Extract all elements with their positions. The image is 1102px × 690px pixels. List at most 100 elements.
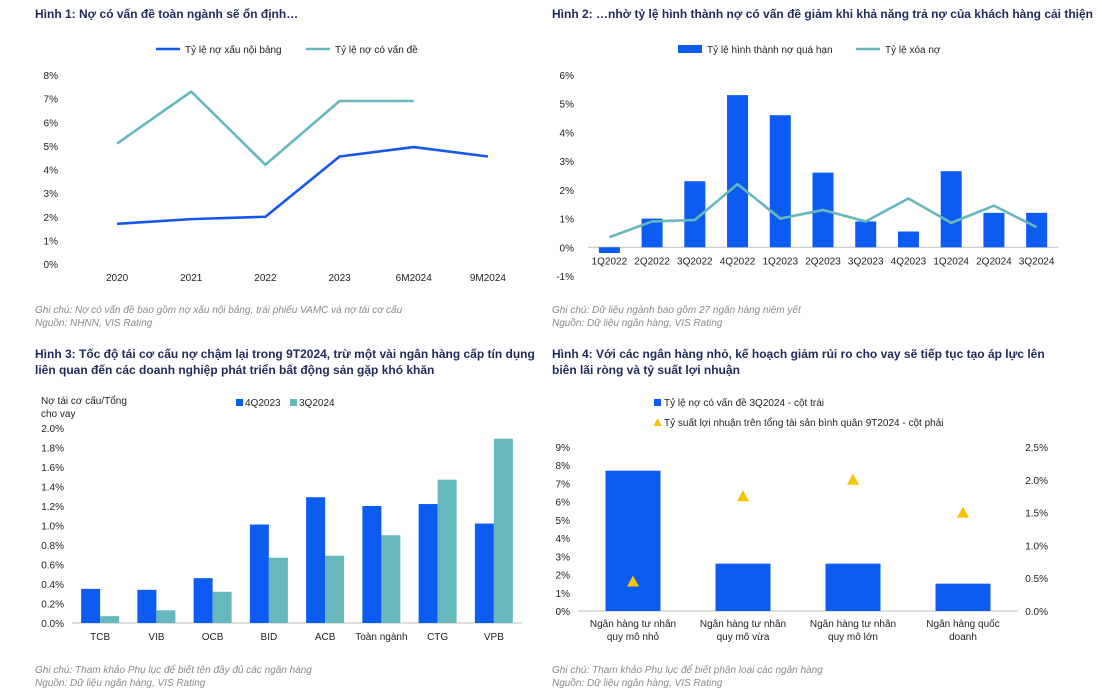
x-tick-label: quy mô lớn (828, 632, 878, 643)
bar-3Q2024 (325, 555, 345, 623)
figure-4-chart: 0% 1% 2% 3% 4% 5% 6% 7% 8% 9% 0.0% 0.5% 1.0% 1.5% 2.0%… (556, 397, 1049, 643)
bar-3Q2024 (100, 616, 120, 623)
y-left-tick-label: 3% (556, 552, 571, 563)
x-tick-label: 2Q2024 (976, 256, 1012, 267)
figure-1-chart: 0% 1% 2% 3% 4% 5% 6% 7% 8% 2020 2021 2022 2023 6M2024… (44, 44, 507, 284)
x-tick-label: 2023 (328, 273, 351, 284)
legend-swatch (653, 418, 662, 426)
bar-4Q2023 (474, 523, 494, 623)
x-tick-label: 3Q2023 (848, 256, 884, 267)
y-axis-label: cho vay (41, 409, 75, 420)
x-tick-label: 2020 (106, 273, 129, 284)
y-left-tick-label: 9% (556, 443, 571, 454)
y-left-tick-label: 8% (556, 461, 571, 472)
x-tick-label: 1Q2023 (762, 256, 798, 267)
y-tick-label: 1% (44, 236, 59, 247)
y-left-tick-label: 0% (556, 607, 571, 618)
y-left-tick-label: 5% (556, 516, 571, 527)
x-tick-label: VPB (484, 632, 504, 643)
x-tick-label: 3Q2024 (1019, 256, 1055, 267)
y-right-tick-label: 1.5% (1025, 509, 1048, 520)
x-tick-label: 9M2024 (470, 273, 507, 284)
bar (684, 181, 706, 248)
bar (769, 115, 791, 248)
bar (605, 470, 661, 611)
bar-4Q2023 (193, 578, 213, 623)
x-tick-label: 4Q2022 (720, 256, 756, 267)
bar-4Q2023 (81, 588, 101, 623)
y-tick-label: 3% (560, 157, 575, 168)
legend-label: Tỷ lệ nợ có vấn đề (335, 44, 418, 56)
marker-triangle (957, 506, 969, 518)
x-tick-label: Ngân hàng tư nhân (590, 619, 676, 630)
y-tick-label: 5% (560, 100, 575, 111)
bar (727, 95, 749, 248)
y-left-tick-label: 2% (556, 571, 571, 582)
bar-4Q2023 (249, 524, 269, 623)
bar-3Q2024 (381, 535, 401, 623)
bar (1026, 212, 1048, 248)
x-tick-label: 2022 (254, 273, 277, 284)
series-line-1 (117, 145, 489, 226)
figure-1-source: Nguồn: NHNN, VIS Rating (35, 318, 153, 329)
y-left-tick-label: 4% (556, 534, 571, 545)
y-tick-label: 0.0% (41, 619, 64, 630)
bar-3Q2024 (212, 591, 232, 623)
x-tick-label: Ngân hàng tư nhân (700, 619, 786, 630)
y-right-tick-label: 1.0% (1025, 541, 1048, 552)
legend-label: Tỷ lệ xóa nợ (885, 44, 941, 56)
legend-label: 4Q2023 (245, 398, 281, 409)
bar-3Q2024 (156, 610, 176, 623)
y-left-tick-label: 7% (556, 479, 571, 490)
y-tick-label: -1% (556, 272, 574, 283)
legend-label: Tỷ lệ hình thành nợ quá hạn (707, 44, 833, 56)
y-tick-label: 8% (44, 71, 59, 82)
bar-4Q2023 (362, 506, 382, 623)
marker-triangle (627, 575, 639, 587)
figure-3-note: Ghi chú: Tham khảo Phụ lục để biết tên đ… (35, 665, 312, 676)
x-tick-label: Toàn ngành (355, 632, 407, 643)
bar-3Q2024 (437, 479, 457, 623)
series-line (608, 182, 1038, 239)
bar (940, 171, 962, 248)
figure-3-title: Hình 3: Tốc độ tái cơ cấu nợ chậm lại tr… (35, 347, 535, 377)
y-tick-label: 5% (44, 142, 59, 153)
bar (715, 563, 771, 611)
figure-1-note: Ghi chú: Nợ có vấn đề bao gồm nợ xấu nội… (35, 305, 403, 316)
figure-3-chart: Nợ tái cơ cấu/Tổng cho vay 0.0% 0.2% 0.4% 0.6… (41, 395, 522, 643)
y-tick-label: 2.0% (41, 424, 64, 435)
x-tick-label: 2Q2023 (805, 256, 841, 267)
legend-label: Tỷ lệ nợ xấu nội bảng (185, 44, 282, 56)
y-tick-label: 1.8% (41, 444, 64, 455)
x-tick-label: 2Q2022 (634, 256, 670, 267)
legend-label: 3Q2024 (299, 398, 335, 409)
bar-4Q2023 (418, 504, 438, 623)
x-tick-label: 2021 (180, 273, 203, 284)
bar-4Q2023 (306, 497, 326, 623)
y-tick-label: 0.6% (41, 561, 64, 572)
x-tick-label: 4Q2023 (891, 256, 927, 267)
y-left-tick-label: 6% (556, 498, 571, 509)
figure-4-note: Ghi chú: Tham khảo Phụ lục để biết phân … (552, 665, 823, 676)
y-left-tick-label: 1% (556, 589, 571, 600)
y-tick-label: 6% (560, 71, 575, 82)
bar (825, 563, 881, 611)
y-tick-label: 1.2% (41, 502, 64, 513)
x-tick-label: Ngân hàng quốc (926, 618, 999, 630)
x-tick-label: Ngân hàng tư nhân (810, 619, 896, 630)
y-tick-label: 4% (44, 166, 59, 177)
figure-1-title: Hình 1: Nợ có vấn đề toàn ngành sẽ ổn đị… (35, 7, 299, 21)
y-right-tick-label: 0.0% (1025, 607, 1048, 618)
bar (641, 218, 663, 248)
bar (855, 221, 877, 248)
figure-3-source: Nguồn: Dữ liệu ngân hàng, VIS Rating (35, 678, 206, 689)
x-tick-label: 1Q2022 (592, 256, 628, 267)
x-tick-label: CTG (427, 632, 448, 643)
y-tick-label: 1.0% (41, 522, 64, 533)
x-tick-label: quy mô vừa (717, 632, 770, 643)
y-tick-label: 0.4% (41, 580, 64, 591)
x-tick-label: doanh (949, 632, 977, 643)
y-tick-label: 7% (44, 95, 59, 106)
bar (897, 231, 919, 248)
y-tick-label: 0% (44, 260, 59, 271)
